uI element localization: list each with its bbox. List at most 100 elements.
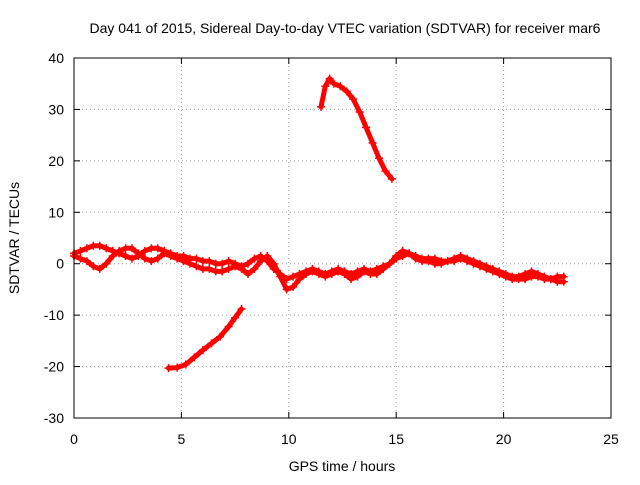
y-axis-label: SDTVAR / TECUs bbox=[6, 182, 22, 294]
data-point bbox=[321, 272, 330, 281]
data-point bbox=[463, 257, 472, 266]
y-tick-label: 0 bbox=[56, 256, 64, 272]
data-point bbox=[76, 254, 85, 263]
data-point bbox=[282, 285, 291, 294]
data-point bbox=[127, 254, 136, 263]
data-point bbox=[192, 254, 201, 263]
data-point bbox=[405, 249, 414, 258]
data-point bbox=[160, 249, 169, 258]
series-1 bbox=[70, 244, 568, 294]
y-tick-label: 10 bbox=[48, 204, 64, 220]
data-point bbox=[166, 252, 175, 260]
y-tick-label: -10 bbox=[44, 307, 64, 323]
data-point bbox=[190, 353, 199, 362]
data-point bbox=[340, 270, 349, 278]
data-point bbox=[372, 270, 381, 278]
data-point bbox=[482, 264, 491, 273]
data-point bbox=[82, 257, 91, 266]
x-tick-label: 25 bbox=[603, 431, 619, 447]
tick-labels: 0 5 10 15 20 25 -30 -20 -10 0 10 20 30 40 bbox=[44, 50, 619, 447]
y-tick-label: 40 bbox=[48, 50, 64, 66]
data-point bbox=[127, 244, 136, 253]
data-point bbox=[115, 246, 124, 255]
data-point bbox=[321, 82, 330, 91]
data-point bbox=[185, 259, 194, 268]
ticks bbox=[73, 57, 612, 419]
data-point bbox=[147, 257, 156, 266]
data-point bbox=[521, 275, 530, 284]
data-point bbox=[269, 259, 278, 268]
data-point bbox=[237, 304, 246, 313]
data-point bbox=[224, 264, 233, 273]
data-point bbox=[495, 270, 504, 278]
data-point bbox=[469, 259, 478, 268]
data-point bbox=[102, 244, 111, 253]
data-point bbox=[192, 262, 201, 271]
data-point bbox=[224, 257, 233, 266]
data-point bbox=[153, 254, 162, 263]
data-point bbox=[355, 108, 364, 116]
data-point bbox=[198, 346, 207, 355]
data-point bbox=[243, 270, 252, 278]
data-point bbox=[450, 257, 459, 266]
data-point bbox=[140, 246, 149, 255]
data-point bbox=[314, 270, 323, 278]
data-point bbox=[475, 262, 484, 271]
data-point bbox=[153, 244, 162, 253]
data-point bbox=[205, 264, 214, 273]
data-point bbox=[276, 272, 285, 281]
data-point bbox=[398, 246, 407, 255]
data-point bbox=[301, 270, 310, 278]
data-point bbox=[336, 82, 345, 91]
data-point bbox=[140, 254, 149, 263]
data-point bbox=[89, 262, 98, 271]
data-point bbox=[546, 275, 555, 284]
plot-frame bbox=[73, 57, 612, 419]
data-point bbox=[218, 259, 227, 268]
data-point bbox=[218, 267, 227, 276]
data-point bbox=[250, 254, 259, 263]
y-tick-label: -30 bbox=[44, 410, 64, 426]
data-point bbox=[289, 282, 298, 291]
data-point bbox=[349, 95, 358, 104]
data-point bbox=[379, 264, 388, 273]
data-point bbox=[359, 267, 368, 276]
data-point bbox=[387, 174, 396, 183]
data-point bbox=[181, 360, 190, 369]
y-tick-label: 30 bbox=[48, 101, 64, 117]
chart-title: Day 041 of 2015, Sidereal Day-to-day VTE… bbox=[90, 20, 601, 36]
data-point bbox=[250, 264, 259, 273]
data-point bbox=[102, 259, 111, 268]
data-point bbox=[231, 262, 240, 271]
data-point bbox=[501, 272, 510, 281]
data-point bbox=[164, 364, 173, 373]
data-point bbox=[108, 252, 117, 260]
x-tick-label: 5 bbox=[178, 431, 186, 447]
data-point bbox=[76, 246, 85, 255]
data-point bbox=[327, 270, 336, 278]
data-point bbox=[95, 264, 104, 273]
x-tick-label: 20 bbox=[496, 431, 512, 447]
x-tick-label: 0 bbox=[70, 431, 78, 447]
data-point bbox=[329, 79, 338, 88]
data-point bbox=[82, 244, 91, 253]
data-point bbox=[325, 74, 334, 83]
data-point bbox=[375, 154, 384, 163]
data-point bbox=[334, 267, 343, 276]
data-point bbox=[368, 138, 377, 147]
grid bbox=[74, 58, 611, 418]
data-point bbox=[224, 322, 233, 331]
data-point bbox=[231, 313, 240, 322]
series-layer bbox=[70, 74, 568, 373]
data-point bbox=[308, 267, 317, 276]
y-tick-label: 20 bbox=[48, 153, 64, 169]
data-point bbox=[362, 123, 371, 132]
data-point bbox=[353, 272, 362, 281]
data-point bbox=[385, 259, 394, 268]
x-tick-label: 15 bbox=[388, 431, 404, 447]
series-line bbox=[166, 306, 244, 371]
data-point bbox=[173, 363, 182, 372]
data-point bbox=[533, 272, 542, 281]
data-point bbox=[207, 339, 216, 348]
